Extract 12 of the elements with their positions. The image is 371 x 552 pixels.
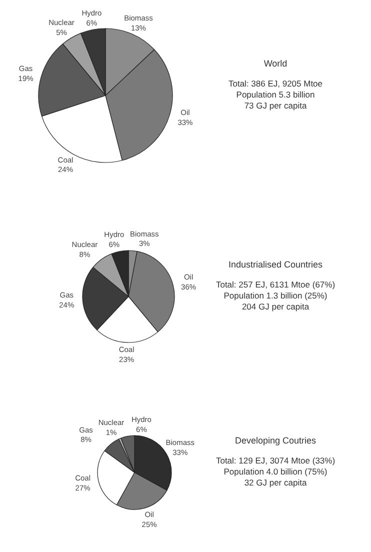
text: Developing Coutries [234, 436, 317, 446]
text: Industrialised Countries [228, 260, 324, 270]
text: Population 1.3 billion (25%) [224, 290, 328, 300]
text: Total: 129 EJ, 3074 Mtoe (33%) [216, 456, 336, 466]
text: Population 4.0 billion (75%) [224, 466, 328, 476]
text: 32 GJ per capita [244, 478, 307, 488]
text: 73 GJ per capita [244, 100, 307, 110]
text: 204 GJ per capita [242, 302, 310, 312]
text: World [264, 58, 288, 68]
text: Total: 386 EJ, 9205 Mtoe [228, 78, 323, 88]
text: Total: 257 EJ, 6131 Mtoe (67%) [216, 280, 336, 290]
text: Population 5.3 billion [236, 90, 315, 100]
